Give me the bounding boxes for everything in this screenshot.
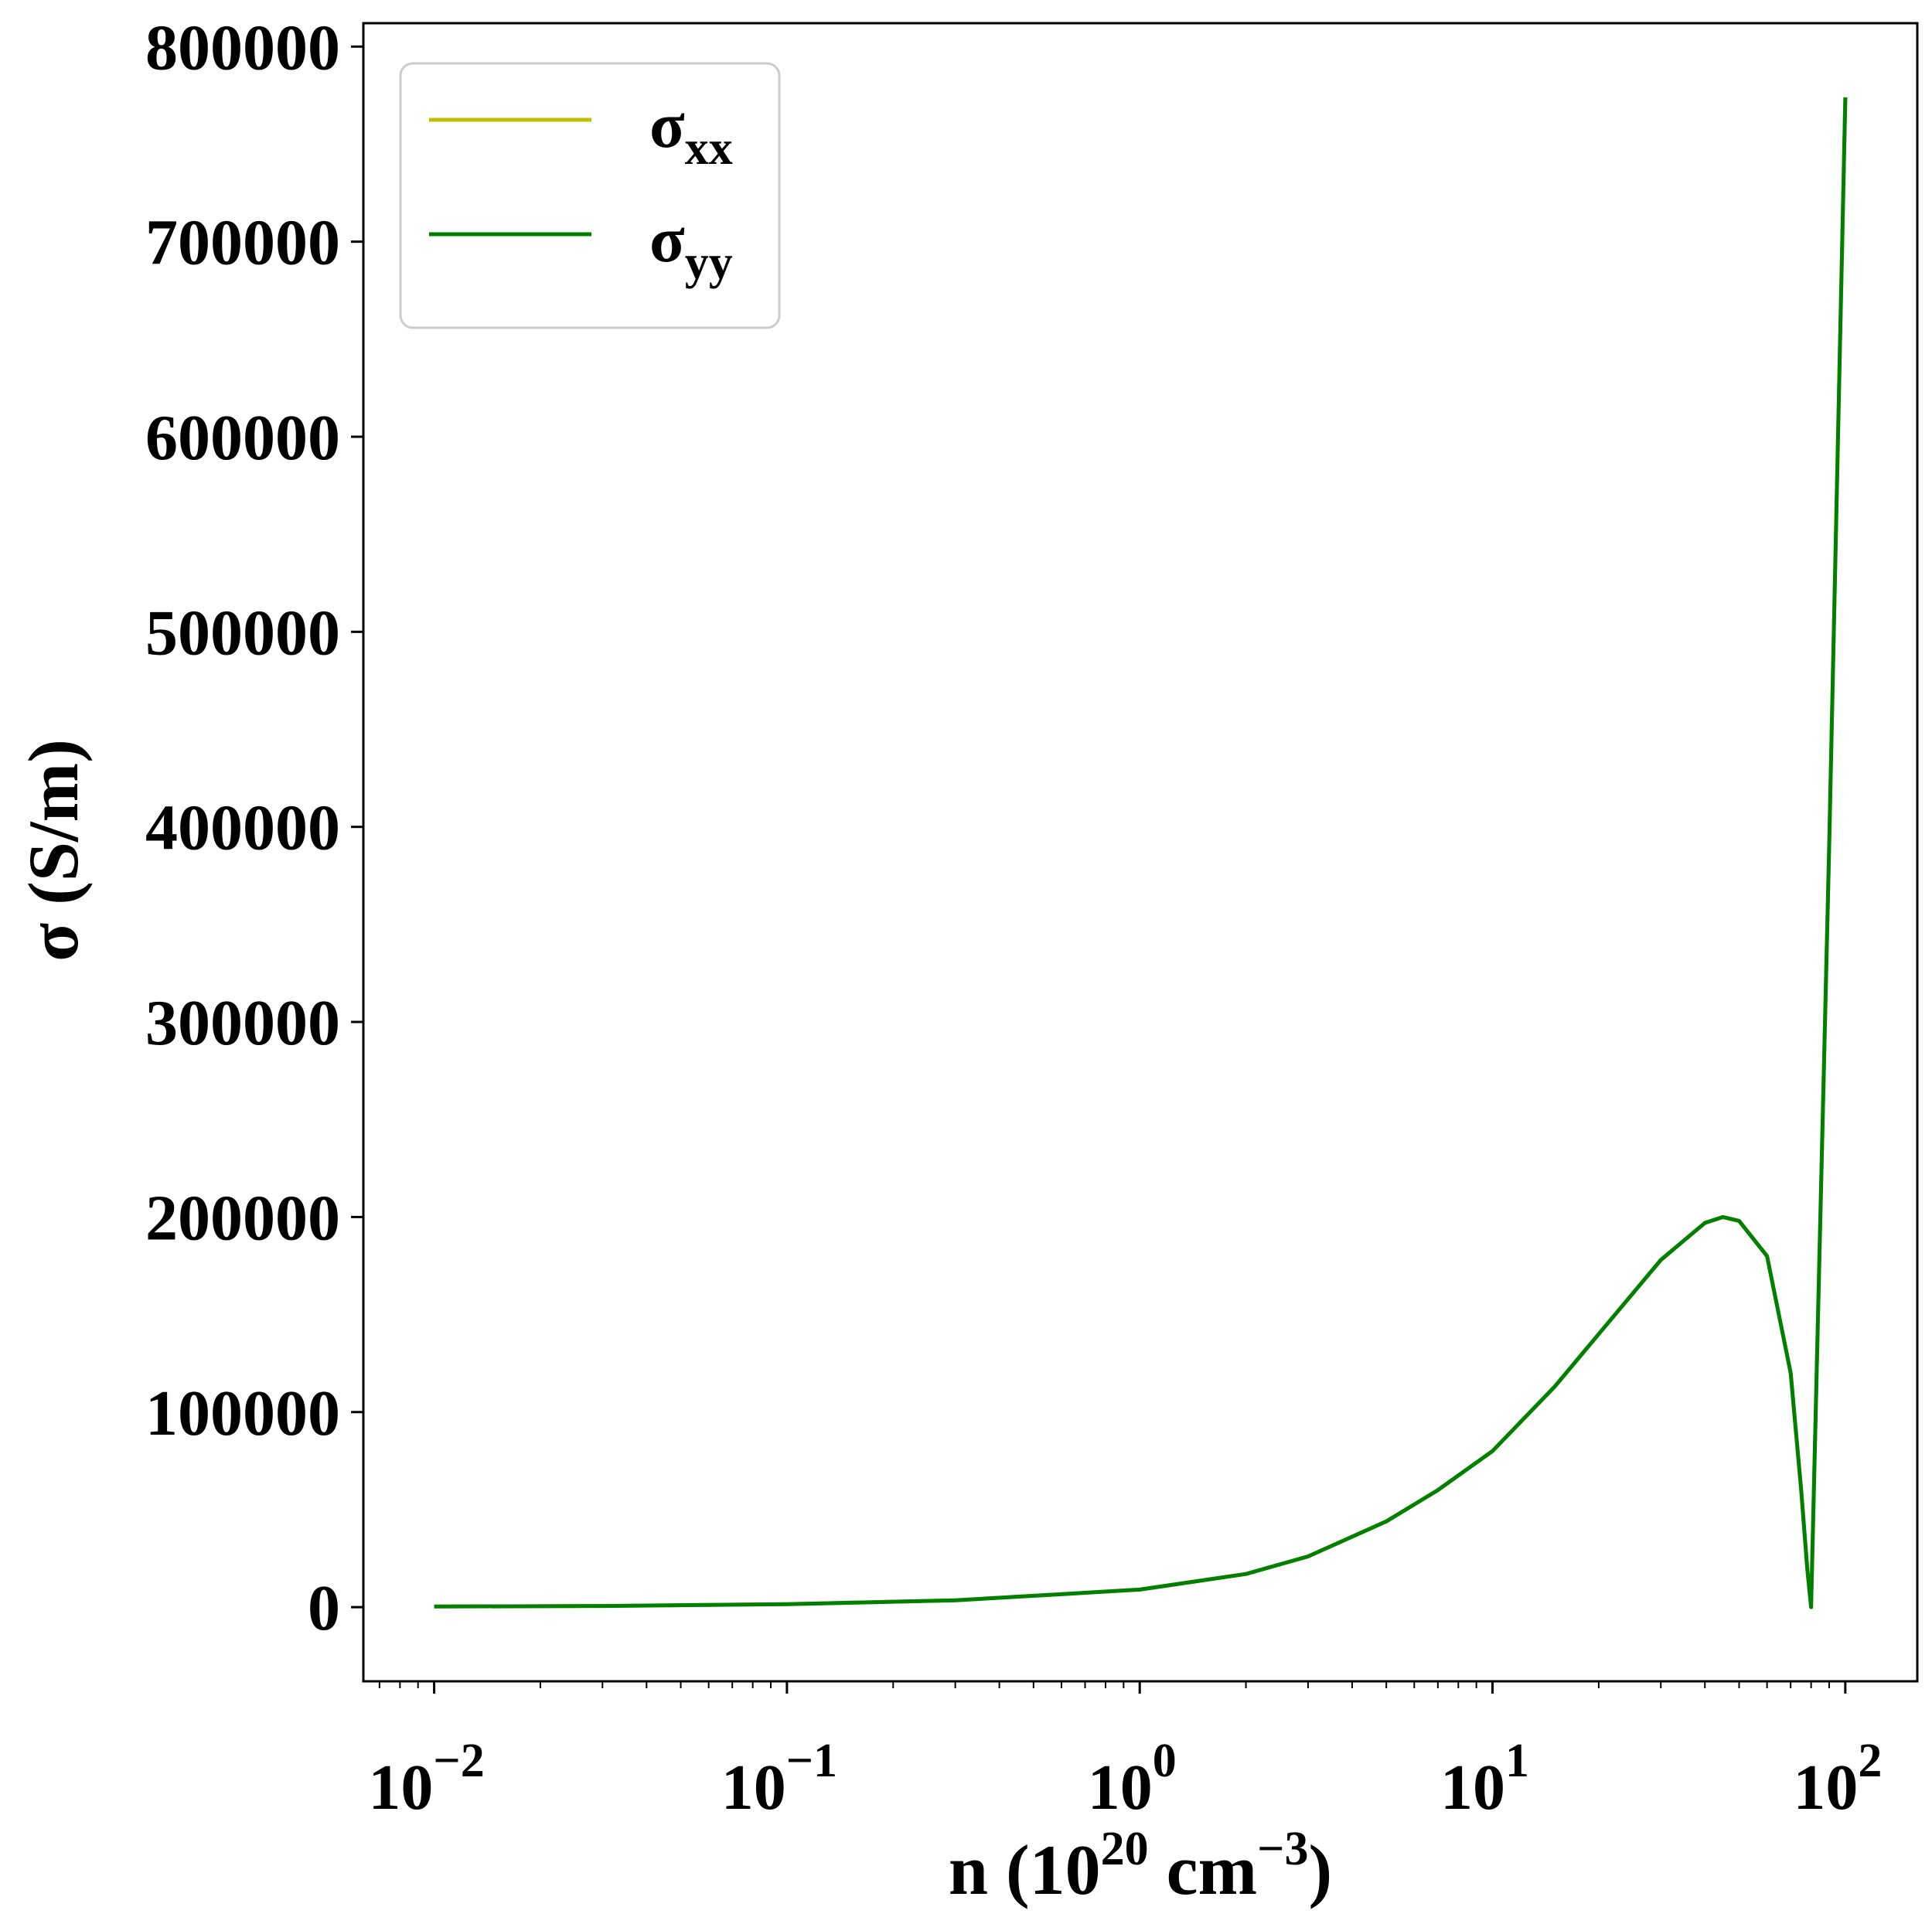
x-tick-base: 10 (721, 1752, 786, 1824)
y-axis: 0 100000 200000 300000 400000 500000 600000 700… (145, 12, 363, 1644)
y-tick-label: 300000 (145, 987, 340, 1059)
x-axis-title-exp2: −3 (1257, 1823, 1308, 1875)
legend: σxx σyy (399, 62, 781, 329)
series-layer (434, 97, 1848, 1609)
y-tick-label: 200000 (145, 1182, 340, 1254)
x-tick-label: 10−2 (368, 1735, 484, 1824)
y-tick-label: 800000 (145, 12, 340, 83)
x-tick-base: 10 (368, 1752, 433, 1824)
x-axis: 10−2 10−1 100 101 102 (368, 1681, 1882, 1824)
y-tick-label: 500000 (145, 597, 340, 669)
y-axis-title: σ (S/m) (14, 739, 93, 962)
legend-symbol-sigma-xx: σ (649, 90, 685, 162)
x-axis-title: n (1020 cm−3) (949, 1823, 1332, 1909)
x-axis-title-mid: cm (1149, 1830, 1257, 1909)
x-tick-exp: −1 (786, 1735, 837, 1787)
legend-symbol-sigma-yy: σ (649, 204, 685, 276)
x-tick-label: 10−1 (721, 1735, 837, 1824)
x-tick-exp: 1 (1505, 1735, 1529, 1787)
legend-label-sigma-xx: σxx (649, 90, 733, 175)
legend-label-sigma-yy: σyy (649, 204, 733, 289)
x-axis-title-tail: ) (1309, 1830, 1333, 1909)
x-tick-base: 10 (1088, 1752, 1153, 1824)
x-tick-exp: 0 (1153, 1735, 1177, 1787)
x-axis-title-exp1: 20 (1101, 1823, 1149, 1875)
x-tick-label: 102 (1793, 1735, 1882, 1824)
x-tick-label: 101 (1440, 1735, 1529, 1824)
y-tick-label: 700000 (145, 207, 340, 279)
series-line-1 (434, 97, 1848, 1609)
legend-box (399, 62, 781, 329)
y-tick-label: 400000 (145, 792, 340, 864)
x-tick-label: 100 (1088, 1735, 1177, 1824)
x-tick-exp: 2 (1858, 1735, 1882, 1787)
x-tick-base: 10 (1793, 1752, 1858, 1824)
y-tick-label: 0 (308, 1572, 340, 1644)
y-tick-label: 600000 (145, 402, 340, 474)
x-axis-title-base: n (10 (949, 1830, 1101, 1909)
x-tick-exp: −2 (433, 1735, 484, 1787)
legend-sub-xx: xx (685, 122, 733, 175)
y-tick-label: 100000 (145, 1377, 340, 1449)
legend-sub-yy: yy (685, 237, 733, 289)
x-tick-base: 10 (1440, 1752, 1505, 1824)
